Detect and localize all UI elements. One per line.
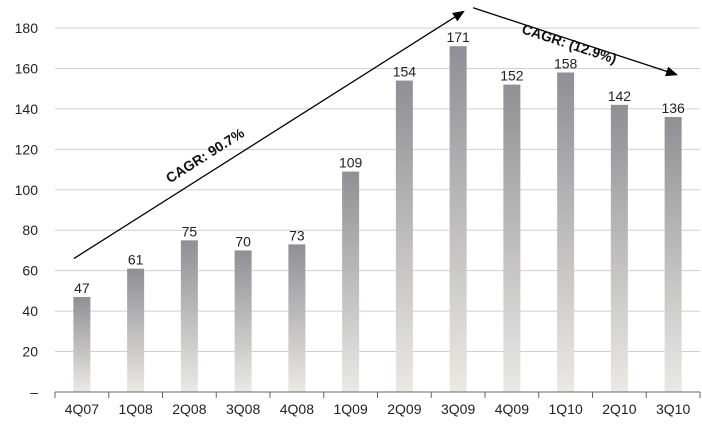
x-tick-label: 3Q08 <box>226 401 260 417</box>
y-tick-label: 140 <box>15 101 39 117</box>
x-tick-label: 2Q08 <box>172 401 206 417</box>
x-tick-label: 2Q10 <box>602 401 636 417</box>
x-tick-label: 1Q08 <box>119 401 153 417</box>
bar <box>395 80 413 393</box>
bar <box>342 171 360 392</box>
data-label: 47 <box>74 280 90 296</box>
bar <box>288 244 306 392</box>
gridlines <box>55 27 700 353</box>
bar <box>234 250 252 392</box>
data-label: 142 <box>608 88 632 104</box>
y-tick-label: 120 <box>15 141 39 157</box>
data-label: 158 <box>554 55 578 71</box>
bar <box>449 46 467 392</box>
x-tick-label: 4Q07 <box>65 401 99 417</box>
bar <box>664 116 682 392</box>
x-tick-label: 2Q09 <box>387 401 421 417</box>
x-tick-label: 3Q09 <box>441 401 475 417</box>
data-label: 152 <box>500 68 524 84</box>
y-tick-label: 60 <box>22 263 38 279</box>
bar <box>610 104 628 392</box>
data-label: 109 <box>339 155 363 171</box>
x-tick-label: 4Q09 <box>495 401 529 417</box>
y-tick-label: – <box>30 384 38 400</box>
bars <box>73 46 682 393</box>
cagr-annotations: CAGR: 90.7%CAGR: (12.9%) <box>73 7 679 260</box>
x-axis: 4Q07 1Q08 2Q08 3Q08 4Q08 1Q09 2Q09 3Q09 4Q09 1Q10… <box>54 391 701 417</box>
data-label: 136 <box>661 100 685 116</box>
bar <box>127 268 145 392</box>
x-tick-label: 3Q10 <box>656 401 690 417</box>
bar <box>557 72 575 392</box>
data-labels: 47 61 75 70 73 109 154 171 152 158 142 136 <box>74 29 685 296</box>
data-label: 61 <box>128 252 144 268</box>
x-tick-label: 1Q09 <box>334 401 368 417</box>
y-tick-label: 160 <box>15 60 39 76</box>
y-tick-label: 80 <box>22 222 38 238</box>
bar <box>180 240 198 392</box>
data-label: 154 <box>393 64 417 80</box>
y-tick-label: 20 <box>22 344 38 360</box>
x-tick-label: 1Q10 <box>549 401 583 417</box>
y-tick-label: 100 <box>15 182 39 198</box>
data-label: 73 <box>289 227 305 243</box>
cagr-arrow <box>73 10 465 260</box>
y-tick-label: 180 <box>15 20 39 36</box>
data-label: 171 <box>446 29 470 45</box>
cagr-arrow <box>472 7 679 77</box>
y-axis-ticks: – 20 40 60 80 100 120 140 160 180 <box>15 20 39 400</box>
data-label: 75 <box>182 223 198 239</box>
bar <box>503 84 521 392</box>
data-label: 70 <box>235 233 251 249</box>
y-tick-label: 40 <box>22 303 38 319</box>
cagr-label: CAGR: 90.7% <box>163 124 248 186</box>
bar <box>73 296 91 392</box>
x-tick-label: 4Q08 <box>280 401 314 417</box>
